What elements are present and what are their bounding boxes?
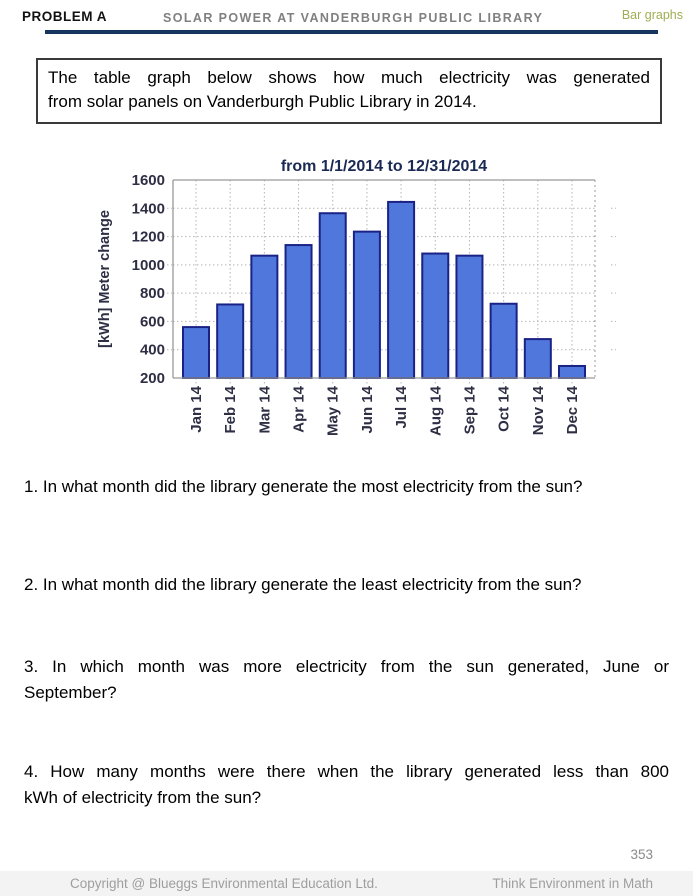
topic-tag: Bar graphs — [621, 8, 683, 22]
footer-copyright: Copyright @ Blueggs Environmental Educat… — [70, 876, 378, 891]
svg-text:[kWh] Meter change: [kWh] Meter change — [97, 210, 113, 348]
svg-text:May 14: May 14 — [325, 385, 342, 436]
svg-text:Nov 14: Nov 14 — [530, 385, 547, 435]
svg-text:400: 400 — [140, 342, 165, 359]
svg-text:Dec 14: Dec 14 — [564, 385, 581, 434]
svg-text:Apr 14: Apr 14 — [291, 385, 308, 432]
svg-text:Jul 14: Jul 14 — [393, 385, 410, 428]
intro-text-box: The table graph below shows how much ele… — [36, 58, 662, 124]
svg-text:Jan 14: Jan 14 — [188, 385, 205, 432]
svg-text:Feb 14: Feb 14 — [222, 385, 239, 433]
question-4-line-1: 4. How many months were there when the l… — [24, 762, 669, 781]
question-1-line-1: 1. In what month did the library generat… — [24, 477, 583, 496]
page-title: SOLAR POWER AT VANDERBURGH PUBLIC LIBRAR… — [163, 11, 544, 25]
question-4: 4. How many months were there when the l… — [24, 759, 669, 811]
problem-label: PROBLEM A — [22, 9, 107, 24]
footer-tagline: Think Environment in Math — [492, 876, 653, 891]
intro-line-1: The table graph below shows how much ele… — [48, 68, 650, 87]
svg-text:Aug 14: Aug 14 — [427, 385, 444, 436]
svg-text:1400: 1400 — [132, 200, 165, 217]
svg-text:Mar 14: Mar 14 — [256, 385, 273, 433]
svg-text:1000: 1000 — [132, 257, 165, 274]
intro-line-2: from solar panels on Vanderburgh Public … — [48, 92, 477, 111]
bar-chart: from 1/1/2014 to 12/31/2014 [kWh] Meter c… — [85, 150, 630, 455]
svg-text:600: 600 — [140, 313, 165, 330]
question-3-line-2: September? — [24, 683, 117, 702]
question-2: 2. In what month did the library generat… — [24, 572, 669, 598]
footer-bar: Copyright @ Blueggs Environmental Educat… — [0, 871, 693, 896]
question-3: 3. In which month was more electricity f… — [24, 654, 669, 706]
page-number: 353 — [630, 847, 653, 862]
svg-text:1200: 1200 — [132, 229, 165, 246]
question-4-line-2: kWh of electricity from the sun? — [24, 788, 262, 807]
svg-text:800: 800 — [140, 285, 165, 302]
svg-text:Jun 14: Jun 14 — [359, 385, 376, 433]
question-2-line-1: 2. In what month did the library generat… — [24, 575, 582, 594]
bar-chart-svg: from 1/1/2014 to 12/31/2014 [kWh] Meter c… — [97, 158, 616, 436]
svg-text:200: 200 — [140, 370, 165, 387]
question-3-line-1: 3. In which month was more electricity f… — [24, 657, 669, 676]
svg-text:from 1/1/2014 to 12/31/2014: from 1/1/2014 to 12/31/2014 — [281, 158, 487, 175]
question-1: 1. In what month did the library generat… — [24, 474, 669, 500]
svg-text:Sep 14: Sep 14 — [461, 385, 478, 434]
svg-text:1600: 1600 — [132, 172, 165, 189]
header-rule — [45, 30, 658, 34]
svg-text:Oct 14: Oct 14 — [496, 385, 513, 432]
